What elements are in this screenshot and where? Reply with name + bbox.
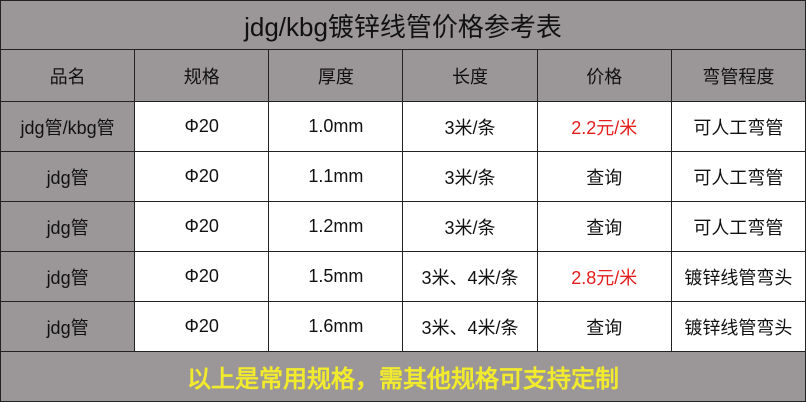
cell-thickness: 1.0mm bbox=[268, 101, 404, 152]
cell-product-name: jdg管 bbox=[0, 251, 136, 302]
table-row: jdg管 Φ20 1.1mm 3米/条 查询 可人工弯管 bbox=[0, 151, 806, 202]
cell-price: 查询 bbox=[536, 151, 672, 202]
cell-bending: 镀锌线管弯头 bbox=[670, 301, 806, 352]
header-cell: 价格 bbox=[536, 49, 672, 102]
cell-length: 3米、4米/条 bbox=[402, 251, 538, 302]
table-row: jdg管 Φ20 1.2mm 3米/条 查询 可人工弯管 bbox=[0, 201, 806, 252]
table-row: jdg管 Φ20 1.5mm 3米、4米/条 2.8元/米 镀锌线管弯头 bbox=[0, 251, 806, 302]
cell-spec: Φ20 bbox=[134, 101, 270, 152]
cell-spec: Φ20 bbox=[134, 301, 270, 352]
table-row: jdg管 Φ20 1.6mm 3米、4米/条 查询 镀锌线管弯头 bbox=[0, 301, 806, 352]
cell-price: 2.2元/米 bbox=[536, 101, 672, 152]
table-title: jdg/kbg镀锌线管价格参考表 bbox=[0, 0, 806, 50]
header-cell: 长度 bbox=[402, 49, 538, 102]
cell-spec: Φ20 bbox=[134, 151, 270, 202]
cell-spec: Φ20 bbox=[134, 251, 270, 302]
cell-product-name: jdg管 bbox=[0, 201, 136, 252]
header-cell: 厚度 bbox=[268, 49, 404, 102]
cell-bending: 可人工弯管 bbox=[670, 101, 806, 152]
cell-length: 3米/条 bbox=[402, 201, 538, 252]
cell-thickness: 1.1mm bbox=[268, 151, 404, 202]
footer-note: 以上是常用规格，需其他规格可支持定制 bbox=[0, 351, 806, 402]
cell-length: 3米、4米/条 bbox=[402, 301, 538, 352]
cell-price: 查询 bbox=[536, 301, 672, 352]
cell-thickness: 1.5mm bbox=[268, 251, 404, 302]
header-cell: 弯管程度 bbox=[670, 49, 806, 102]
cell-product-name: jdg管/kbg管 bbox=[0, 101, 136, 152]
cell-length: 3米/条 bbox=[402, 151, 538, 202]
cell-bending: 可人工弯管 bbox=[670, 201, 806, 252]
cell-spec: Φ20 bbox=[134, 201, 270, 252]
cell-price: 2.8元/米 bbox=[536, 251, 672, 302]
header-cell: 规格 bbox=[134, 49, 270, 102]
cell-length: 3米/条 bbox=[402, 101, 538, 152]
cell-bending: 镀锌线管弯头 bbox=[670, 251, 806, 302]
cell-thickness: 1.2mm bbox=[268, 201, 404, 252]
header-cell: 品名 bbox=[0, 49, 136, 102]
cell-thickness: 1.6mm bbox=[268, 301, 404, 352]
cell-product-name: jdg管 bbox=[0, 151, 136, 202]
header-row: 品名 规格 厚度 长度 价格 弯管程度 bbox=[0, 49, 806, 102]
cell-product-name: jdg管 bbox=[0, 301, 136, 352]
cell-price: 查询 bbox=[536, 201, 672, 252]
cell-bending: 可人工弯管 bbox=[670, 151, 806, 202]
table-row: jdg管/kbg管 Φ20 1.0mm 3米/条 2.2元/米 可人工弯管 bbox=[0, 101, 806, 152]
